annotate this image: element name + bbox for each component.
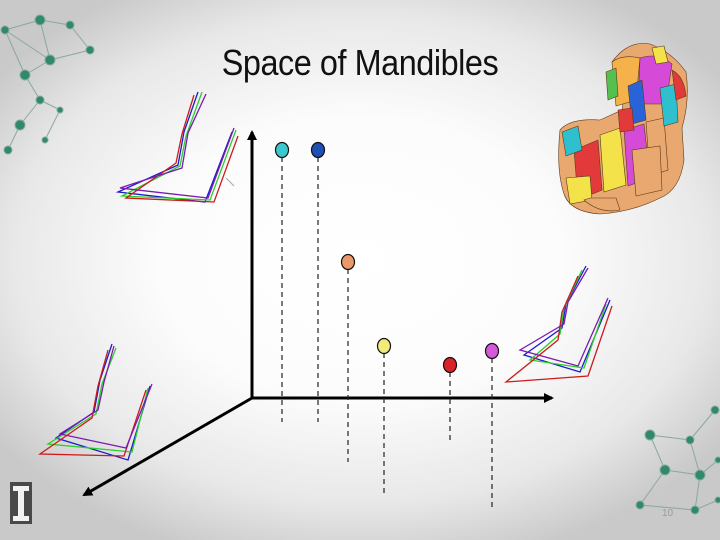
point-blue [310, 141, 326, 159]
mandible-segmentation-image [558, 43, 688, 215]
point-orange [340, 253, 356, 271]
mandible-outline-bottom-left [37, 343, 153, 461]
mandible-outline-right [503, 265, 613, 383]
drop-lines [281, 157, 493, 510]
point-yellow [376, 337, 392, 355]
point-magenta [484, 342, 500, 360]
page-number: 10 [662, 508, 674, 519]
slide-title: Space of Mandibles [221, 42, 499, 83]
network-decoration-top-left [0, 14, 95, 155]
depth-axis [82, 396, 253, 497]
university-logo [10, 482, 32, 524]
network-decoration-bottom-right [635, 405, 720, 515]
point-cyan [274, 141, 290, 159]
mandible-outline-top-left [115, 91, 239, 203]
point-red [442, 356, 458, 374]
